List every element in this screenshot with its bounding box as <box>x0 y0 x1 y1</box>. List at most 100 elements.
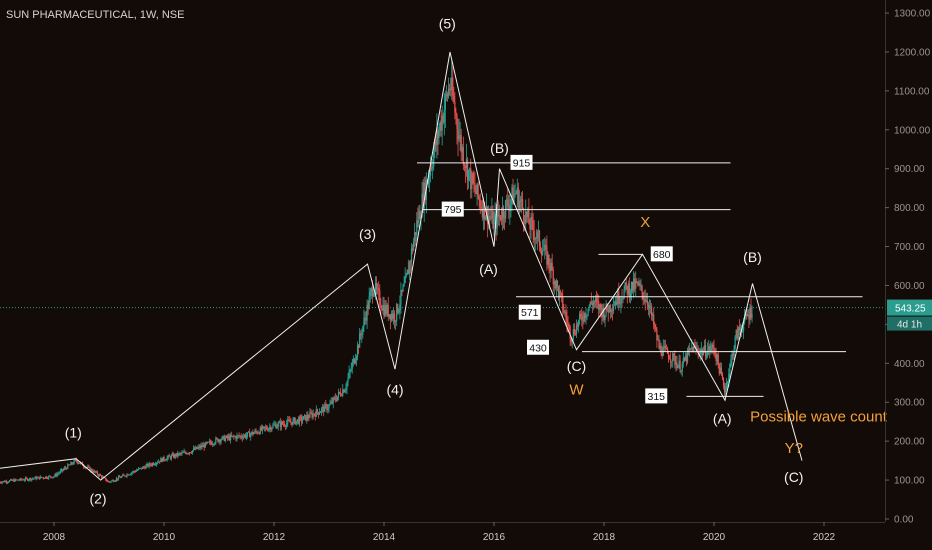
candle-body <box>396 304 398 321</box>
candle-body <box>51 476 53 478</box>
candle-body <box>114 480 116 482</box>
candle-body <box>570 339 572 342</box>
candle-body <box>734 336 736 349</box>
candle-body <box>338 391 341 393</box>
candle-body <box>308 417 310 419</box>
candle-body <box>543 250 545 252</box>
candle-body <box>115 478 118 481</box>
candle-body <box>366 304 368 321</box>
candle-body <box>406 269 408 275</box>
candle-body <box>550 262 552 272</box>
candle-body <box>4 481 6 483</box>
candle-body <box>254 430 256 433</box>
candle-body <box>430 167 433 169</box>
candle-body <box>298 416 300 424</box>
candle-body <box>275 424 277 429</box>
candle-body <box>619 303 621 305</box>
candle-body <box>49 475 51 477</box>
y-tick-label: 200.00 <box>894 437 925 448</box>
candle-body <box>552 270 554 285</box>
candle-body <box>633 278 635 291</box>
candle-body <box>610 310 613 312</box>
candle-body <box>359 333 361 348</box>
candle-body <box>303 416 305 420</box>
candle-body <box>127 474 129 476</box>
candle-body <box>730 359 732 365</box>
candle-body <box>650 306 653 316</box>
candle-body <box>540 250 543 255</box>
candle-body <box>500 219 503 221</box>
candle-body <box>584 312 586 318</box>
candle-body <box>536 231 538 239</box>
candle-body <box>529 224 531 230</box>
candle-body <box>417 220 419 223</box>
candle-body <box>664 345 666 349</box>
y-tick-label: 1200.00 <box>894 47 931 58</box>
candle-body <box>683 357 685 361</box>
y-tick-label: 700.00 <box>894 242 925 253</box>
candle-body <box>111 480 113 482</box>
candle-body <box>653 314 655 325</box>
candle-body <box>444 94 446 110</box>
candle-body <box>631 281 634 291</box>
candle-body <box>606 303 608 311</box>
candle-body <box>279 421 281 427</box>
candle-body <box>702 351 705 355</box>
candle-body <box>67 464 69 469</box>
level-label-box <box>527 339 549 355</box>
candle-body <box>583 312 585 322</box>
candle-body <box>351 362 353 369</box>
candle-body <box>497 210 499 217</box>
candle-body <box>16 479 18 481</box>
candle-body <box>381 308 383 311</box>
candle-body <box>634 278 636 289</box>
candle-body <box>407 269 409 275</box>
candle-body <box>246 432 249 436</box>
candle-body <box>685 355 688 362</box>
candle-body <box>649 306 652 307</box>
candle-body <box>722 378 725 386</box>
candle-body <box>553 281 555 285</box>
candle-body <box>460 135 462 153</box>
candle-body <box>194 448 196 450</box>
candle-body <box>166 457 168 460</box>
candle-body <box>429 167 432 176</box>
candle-body <box>153 464 156 466</box>
candle-body <box>75 459 77 462</box>
candle-body <box>259 427 261 434</box>
candle-body <box>695 345 697 349</box>
candle-body <box>390 313 393 321</box>
candle-body <box>128 474 130 476</box>
candle-body <box>88 466 90 468</box>
candle-body <box>70 462 72 465</box>
candle-body <box>50 475 52 477</box>
candle-body <box>199 446 201 449</box>
candle-body <box>717 354 719 365</box>
candle-body <box>746 313 748 317</box>
candle-body <box>317 412 320 415</box>
candle-body <box>464 166 467 169</box>
candle-body <box>751 314 753 318</box>
candle-body <box>273 424 275 426</box>
candle-body <box>32 478 34 480</box>
candle-body <box>628 283 630 297</box>
candle-body <box>688 350 690 352</box>
candle-body <box>598 301 600 310</box>
candle-body <box>694 345 696 347</box>
candle-body <box>334 397 336 400</box>
candle-body <box>667 353 670 359</box>
candle-body <box>636 280 638 282</box>
candle-body <box>147 464 149 467</box>
candle-body <box>318 412 321 415</box>
candle-body <box>403 283 405 286</box>
candle-body <box>142 466 144 469</box>
x-tick-label: 2018 <box>593 532 616 543</box>
candle-body <box>313 413 315 415</box>
candle-body <box>243 434 245 437</box>
candle-body <box>421 193 423 217</box>
candle-body <box>78 463 80 464</box>
candle-body <box>130 472 132 475</box>
candle-body <box>561 293 563 297</box>
candle-body <box>80 462 83 464</box>
